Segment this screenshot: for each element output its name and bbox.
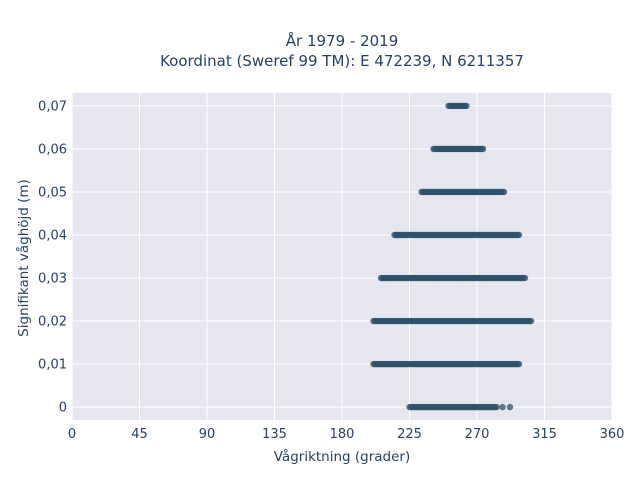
x-tick-label: 360 xyxy=(600,427,625,442)
x-tick-labels: 0 45 90 135 180 225 270 315 360 xyxy=(68,427,625,442)
data-point xyxy=(506,403,514,411)
x-tick-label: 135 xyxy=(262,427,287,442)
y-axis-title: Signifikant våghöjd (m) xyxy=(15,179,32,337)
data-point xyxy=(527,317,535,325)
x-tick-label: 180 xyxy=(330,427,355,442)
data-point xyxy=(479,145,487,153)
grid-lines xyxy=(71,93,613,420)
data-point xyxy=(521,274,529,282)
chart-title-line2: Koordinat (Sweref 99 TM): E 472239, N 62… xyxy=(160,52,524,70)
x-tick-label: 90 xyxy=(199,427,216,442)
y-tick-labels: 0 0,01 0,02 0,03 0,04 0,05 0,06 0,07 xyxy=(38,99,67,415)
y-tick-label: 0,05 xyxy=(38,185,67,200)
x-axis-title: Vågriktning (grader) xyxy=(274,448,411,465)
data-point xyxy=(500,188,508,196)
x-tick-label: 225 xyxy=(397,427,422,442)
data-point xyxy=(515,360,523,368)
y-tick-label: 0,04 xyxy=(38,228,67,243)
data-point xyxy=(493,403,500,411)
y-tick-label: 0,03 xyxy=(38,272,67,287)
data-point xyxy=(463,102,470,110)
x-tick-label: 315 xyxy=(532,427,557,442)
x-tick-label: 45 xyxy=(131,427,148,442)
x-tick-label: 0 xyxy=(68,427,76,442)
y-tick-label: 0,06 xyxy=(38,142,67,157)
y-tick-label: 0,01 xyxy=(38,358,67,373)
data-point xyxy=(445,102,452,110)
chart-title-line1: År 1979 - 2019 xyxy=(286,31,399,50)
data-point xyxy=(499,403,506,411)
y-tick-label: 0 xyxy=(59,401,67,416)
y-tick-label: 0,07 xyxy=(38,99,67,114)
data-points xyxy=(370,102,535,411)
data-point xyxy=(515,231,523,239)
y-tick-label: 0,02 xyxy=(38,315,67,330)
x-tick-label: 270 xyxy=(465,427,490,442)
